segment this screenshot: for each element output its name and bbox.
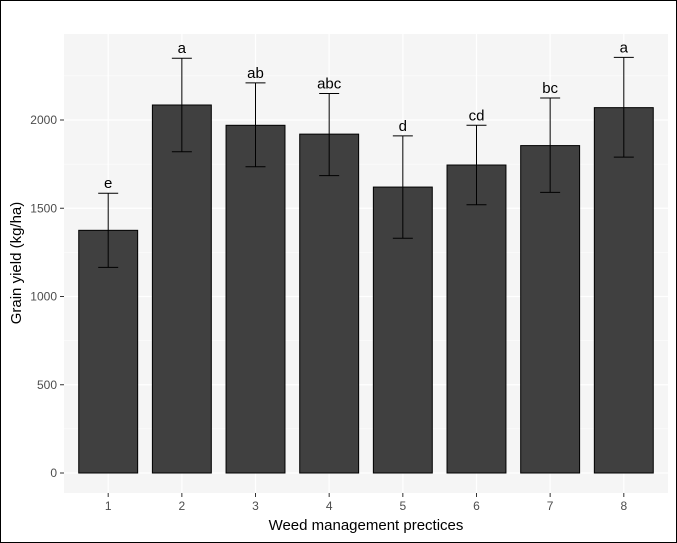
- x-tick-label: 4: [326, 499, 333, 513]
- y-axis-ticks: 0 500 1000 1500 2000: [30, 113, 64, 480]
- y-tick-label: 500: [37, 378, 57, 392]
- x-axis-title: Weed management prectices: [269, 517, 464, 534]
- bar: [151, 104, 212, 474]
- x-tick-label: 3: [252, 499, 259, 513]
- significance-label: a: [620, 39, 629, 56]
- bar: [446, 164, 507, 474]
- bar: [225, 124, 286, 474]
- significance-label: e: [104, 175, 112, 192]
- x-axis-ticks: 1 2 3 4 5 6 7 8: [105, 493, 627, 513]
- y-tick-label: 1500: [30, 201, 57, 215]
- error-bars: [98, 56, 634, 268]
- y-tick-label: 1000: [30, 290, 57, 304]
- x-tick-label: 6: [473, 499, 480, 513]
- bar: [593, 107, 654, 474]
- bar: [78, 229, 139, 474]
- significance-labels: e a ab abc d cd bc a: [104, 39, 629, 192]
- x-tick-label: 7: [547, 499, 554, 513]
- y-tick-label: 2000: [30, 113, 57, 127]
- x-tick-label: 5: [399, 499, 406, 513]
- significance-label: d: [399, 118, 407, 135]
- x-tick-label: 8: [620, 499, 627, 513]
- y-axis-title: Grain yield (kg/ha): [8, 202, 25, 325]
- bar: [299, 133, 360, 474]
- significance-label: cd: [469, 107, 485, 124]
- significance-label: a: [178, 40, 187, 57]
- x-tick-label: 2: [179, 499, 186, 513]
- significance-label: bc: [542, 80, 558, 97]
- significance-label: ab: [247, 65, 264, 82]
- bar: [520, 145, 581, 474]
- bars: [78, 104, 654, 474]
- y-tick-label: 0: [50, 466, 57, 480]
- significance-label: abc: [317, 76, 342, 93]
- x-tick-label: 1: [105, 499, 112, 513]
